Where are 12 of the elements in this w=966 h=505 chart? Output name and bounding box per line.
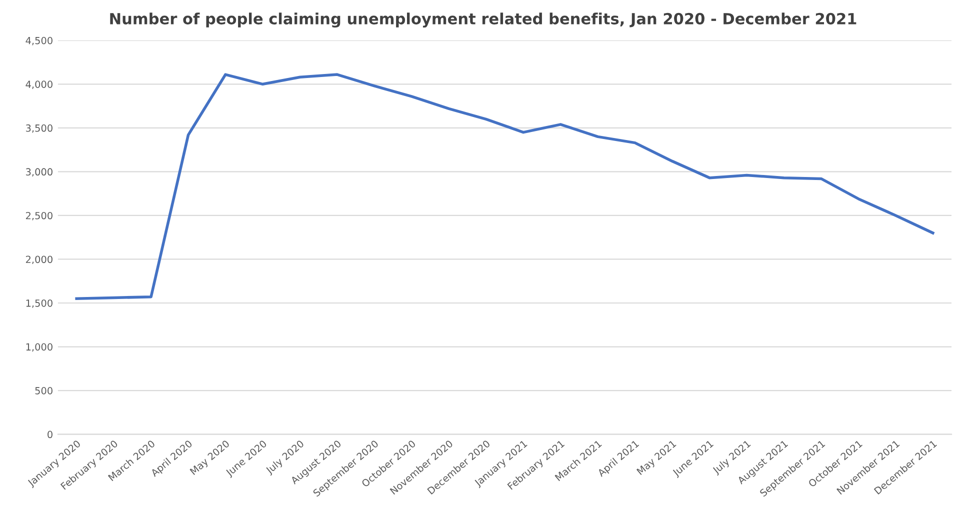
y-tick-label: 2,500 bbox=[26, 212, 52, 220]
y-tick-label: 4,500 bbox=[26, 36, 52, 46]
y-tick-label: 1,500 bbox=[26, 299, 52, 308]
y-tick-label: 2,000 bbox=[26, 256, 52, 264]
y-tick-label: 4,000 bbox=[26, 80, 52, 89]
chart-title: Number of people claiming unemployment related benefits, Jan 2020 - December 2021 bbox=[110, 12, 856, 28]
y-tick-label: 1,000 bbox=[26, 343, 52, 352]
line-series bbox=[75, 73, 934, 300]
y-tick-label: 3,500 bbox=[26, 124, 52, 133]
y-tick-label: 3,000 bbox=[26, 168, 52, 177]
y-tick-label: 0 bbox=[48, 430, 52, 438]
y-tick-label: 500 bbox=[35, 387, 52, 394]
